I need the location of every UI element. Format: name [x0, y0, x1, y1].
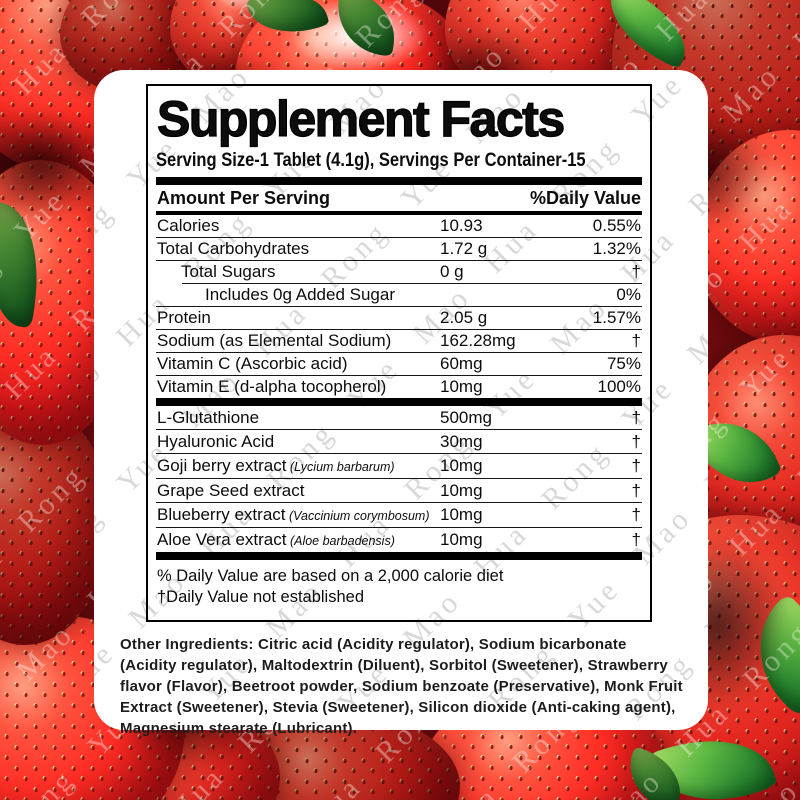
table-row: Aloe Vera extract (Aloe barbadensis) 10mg…	[156, 528, 642, 552]
amount-value: 0 g	[440, 262, 464, 281]
daily-value: †	[631, 529, 641, 549]
amount-value: 60mg	[440, 354, 483, 373]
nutrient-name: Total Carbohydrates	[157, 239, 310, 258]
serving-size-line: Serving Size-1 Tablet (4.1g), Servings P…	[156, 150, 586, 171]
table-row: Blueberry extract (Vaccinium corymbosum)…	[156, 503, 642, 527]
botanical-name: (Vaccinium corymbosum)	[285, 508, 430, 523]
thick-divider	[156, 552, 642, 560]
supplement-label-panel: Mao Hua Rong Yue Mao Hua Rong Yue Mao Hu…	[94, 70, 708, 737]
table-header-row: Amount Per Serving %Daily Value	[156, 185, 642, 211]
nutrient-name: Calories	[157, 216, 220, 235]
table-row: Calories 10.93 0.55%	[156, 215, 642, 237]
table-row: Sodium (as Elemental Sodium) 162.28mg †	[156, 330, 642, 352]
daily-value: †	[631, 331, 641, 350]
row-divider	[156, 502, 642, 503]
amount-value: 10mg	[440, 529, 483, 549]
nutrient-name: Aloe Vera extract (Aloe barbadensis)	[157, 529, 395, 549]
supplement-facts-box: Supplement Facts Serving Size-1 Tablet (…	[146, 84, 652, 622]
nutrient-name: Grape Seed extract	[157, 480, 305, 500]
botanical-name: (Lycium barbarum)	[286, 459, 395, 474]
daily-value: †	[631, 431, 641, 451]
daily-value: 1.32%	[592, 239, 641, 258]
row-divider	[156, 429, 642, 430]
amount-value: 10mg	[440, 504, 483, 524]
thick-divider	[156, 398, 642, 406]
shadow	[0, 110, 110, 220]
table-row: Total Sugars 0 g †	[156, 261, 642, 283]
nutrient-name: Sodium (as Elemental Sodium)	[157, 331, 392, 350]
table-row: Goji berry extract (Lycium barbarum) 10mg…	[156, 454, 642, 478]
nutrient-name: Vitamin E (d-alpha tocopherol)	[157, 377, 387, 396]
thick-divider	[156, 177, 642, 185]
table-row: Vitamin E (d-alpha tocopherol) 10mg 100%	[156, 376, 642, 398]
nutrient-table: Calories 10.93 0.55% Total Carbohydrates 1.7…	[156, 215, 642, 398]
table-row: Includes 0g Added Sugar 0%	[156, 284, 642, 306]
amount-value: 10mg	[440, 377, 483, 396]
amount-value: 1.72 g	[440, 239, 488, 258]
amount-per-serving-header: Amount Per Serving	[157, 188, 331, 208]
daily-value: 75%	[606, 354, 641, 373]
row-divider	[156, 478, 642, 479]
table-row: Vitamin C (Ascorbic acid) 60mg 75%	[156, 353, 642, 375]
row-divider	[156, 527, 642, 528]
table-row: Protein 2.05 g 1.57%	[156, 307, 642, 329]
botanical-name: (Aloe barbadensis)	[286, 533, 395, 548]
table-row: Total Carbohydrates 1.72 g 1.32%	[156, 238, 642, 260]
amount-value: 2.05 g	[440, 308, 488, 327]
daily-value: †	[631, 262, 641, 281]
daily-value: 100%	[597, 377, 641, 396]
nutrient-name: Hyaluronic Acid	[157, 431, 275, 451]
amount-value: 10.93	[440, 216, 483, 235]
daily-value: 0%	[616, 285, 641, 304]
daily-value: 1.57%	[592, 308, 641, 327]
amount-value: 30mg	[440, 431, 483, 451]
other-ingredients-text: Other Ingredients: Citric acid (Acidity …	[120, 636, 683, 737]
daily-value-header: %Daily Value	[529, 188, 641, 208]
amount-value: 162.28mg	[440, 331, 516, 350]
nutrient-name: Vitamin C (Ascorbic acid)	[157, 354, 348, 373]
daily-value: 0.55%	[592, 216, 641, 235]
footnotes: % Daily Value are based on a 2,000 calor…	[156, 566, 642, 608]
table-row: L-Glutathione 500mg †	[156, 406, 642, 429]
nutrient-name: Blueberry extract (Vaccinium corymbosum)	[157, 504, 430, 524]
daily-value: †	[631, 480, 641, 500]
nutrient-name: Includes 0g Added Sugar	[205, 285, 395, 304]
nutrient-name: L-Glutathione	[157, 407, 260, 427]
table-row: Grape Seed extract 10mg †	[156, 479, 642, 502]
row-divider	[156, 352, 642, 353]
footnote-dagger: †Daily Value not established	[157, 588, 364, 606]
footnote-daily-value: % Daily Value are based on a 2,000 calor…	[157, 567, 504, 585]
row-divider	[156, 375, 642, 376]
amount-value: 10mg	[440, 455, 483, 475]
daily-value: †	[631, 504, 641, 524]
row-divider	[182, 283, 642, 284]
nutrient-name: Total Sugars	[181, 262, 276, 281]
amount-value: 500mg	[440, 407, 492, 427]
daily-value: †	[631, 407, 641, 427]
nutrient-name: Protein	[157, 308, 211, 327]
row-divider	[156, 237, 642, 238]
nutrient-name: Goji berry extract (Lycium barbarum)	[157, 455, 395, 475]
row-divider	[156, 260, 642, 261]
medium-divider	[156, 211, 642, 215]
row-divider	[156, 453, 642, 454]
active-ingredient-table: L-Glutathione 500mg † Hyaluronic Acid 30mg † G…	[156, 406, 642, 552]
row-divider	[156, 306, 642, 307]
amount-value: 10mg	[440, 480, 483, 500]
row-divider	[156, 329, 642, 330]
daily-value: †	[631, 455, 641, 475]
table-row: Hyaluronic Acid 30mg †	[156, 430, 642, 453]
panel-content: Supplement Facts Serving Size-1 Tablet (…	[94, 70, 708, 737]
supplement-facts-title: Supplement Facts	[156, 91, 565, 147]
